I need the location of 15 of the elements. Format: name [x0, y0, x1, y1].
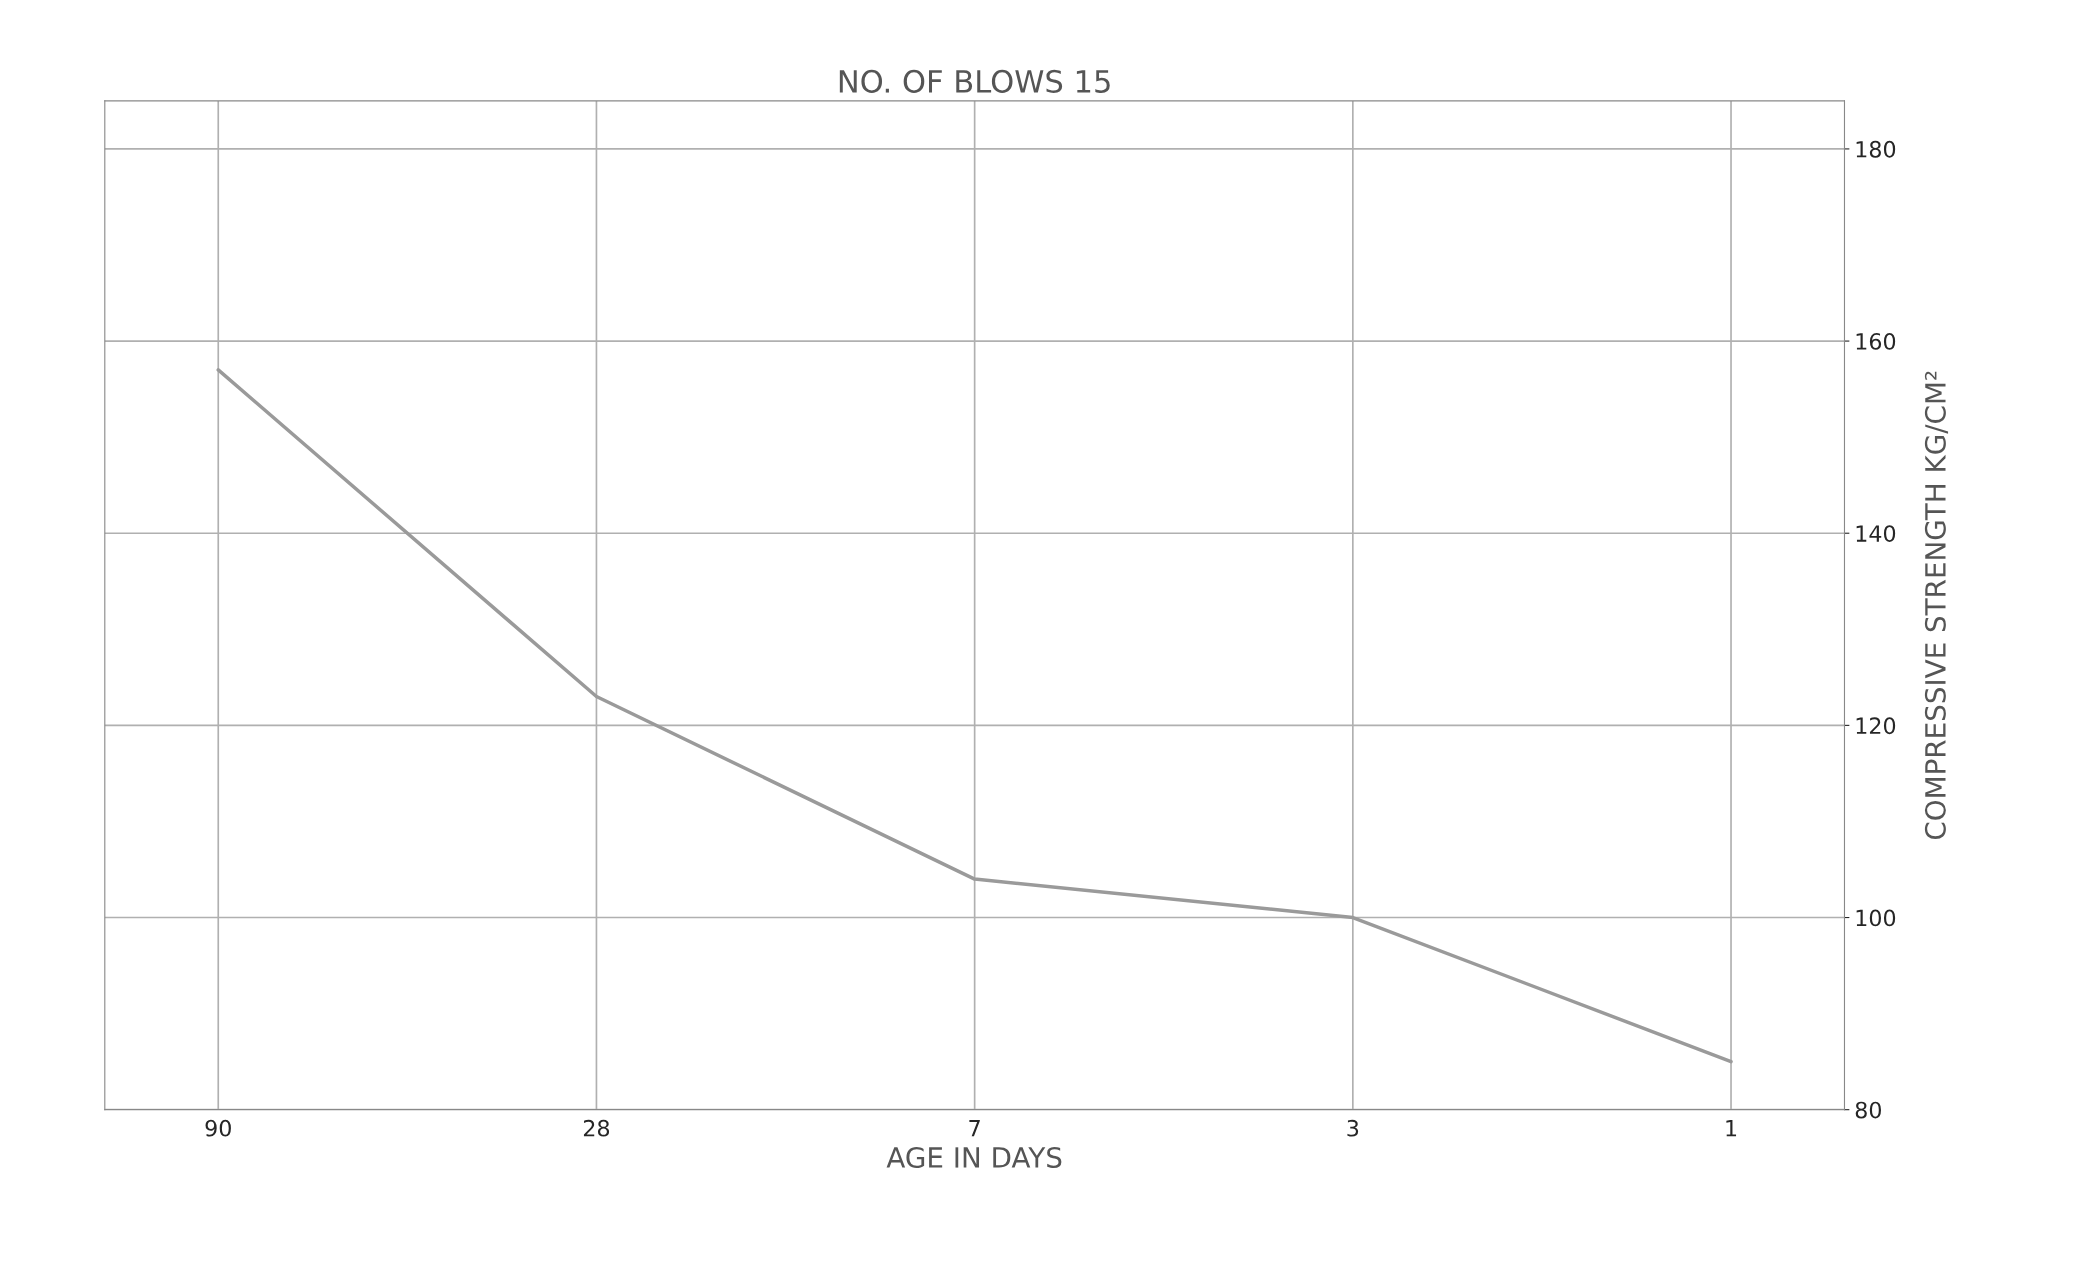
y-axis-title: COMPRESSIVE STRENGTH KG/CM² — [1924, 371, 1949, 840]
x-tick-label: 3 — [1347, 1119, 1359, 1137]
y-tick-label: 140 — [1856, 525, 1896, 542]
y-tick-label: 100 — [1856, 909, 1896, 927]
line-series — [216, 368, 1733, 1064]
chart-title: NO. OF BLOWS 15 — [839, 69, 1110, 93]
y-tick-label: 80 — [1855, 1101, 1881, 1119]
x-tick-label: 90 — [205, 1119, 231, 1137]
y-tick-label: 160 — [1856, 333, 1896, 350]
y-tick-label: 120 — [1856, 717, 1896, 735]
y-tick-label: 180 — [1856, 140, 1896, 158]
x-axis-title: AGE IN DAYS — [886, 1146, 1062, 1168]
x-tick-label: 7 — [969, 1120, 980, 1137]
x-tick-label: 1 — [1726, 1120, 1737, 1137]
x-tick-label: 28 — [583, 1119, 610, 1137]
